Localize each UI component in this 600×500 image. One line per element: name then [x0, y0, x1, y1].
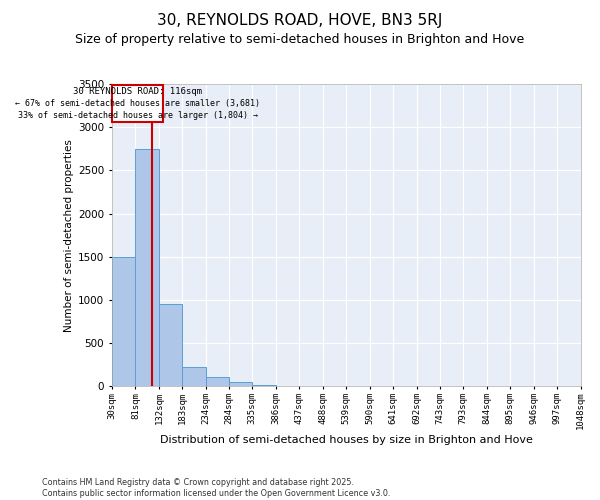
- Text: 33% of semi-detached houses are larger (1,804) →: 33% of semi-detached houses are larger (…: [17, 111, 257, 120]
- Text: ← 67% of semi-detached houses are smaller (3,681): ← 67% of semi-detached houses are smalle…: [15, 99, 260, 108]
- Text: Size of property relative to semi-detached houses in Brighton and Hove: Size of property relative to semi-detach…: [76, 32, 524, 46]
- Bar: [112, 256, 136, 386]
- X-axis label: Distribution of semi-detached houses by size in Brighton and Hove: Distribution of semi-detached houses by …: [160, 435, 533, 445]
- Text: 30 REYNOLDS ROAD: 116sqm: 30 REYNOLDS ROAD: 116sqm: [73, 87, 202, 96]
- Bar: [229, 382, 253, 386]
- Bar: [182, 368, 206, 386]
- Bar: [136, 149, 159, 386]
- Bar: [253, 384, 276, 386]
- Y-axis label: Number of semi-detached properties: Number of semi-detached properties: [64, 138, 74, 332]
- FancyBboxPatch shape: [112, 85, 163, 122]
- Text: 30, REYNOLDS ROAD, HOVE, BN3 5RJ: 30, REYNOLDS ROAD, HOVE, BN3 5RJ: [157, 12, 443, 28]
- Text: Contains HM Land Registry data © Crown copyright and database right 2025.
Contai: Contains HM Land Registry data © Crown c…: [42, 478, 391, 498]
- Bar: [159, 304, 182, 386]
- Bar: [206, 377, 229, 386]
